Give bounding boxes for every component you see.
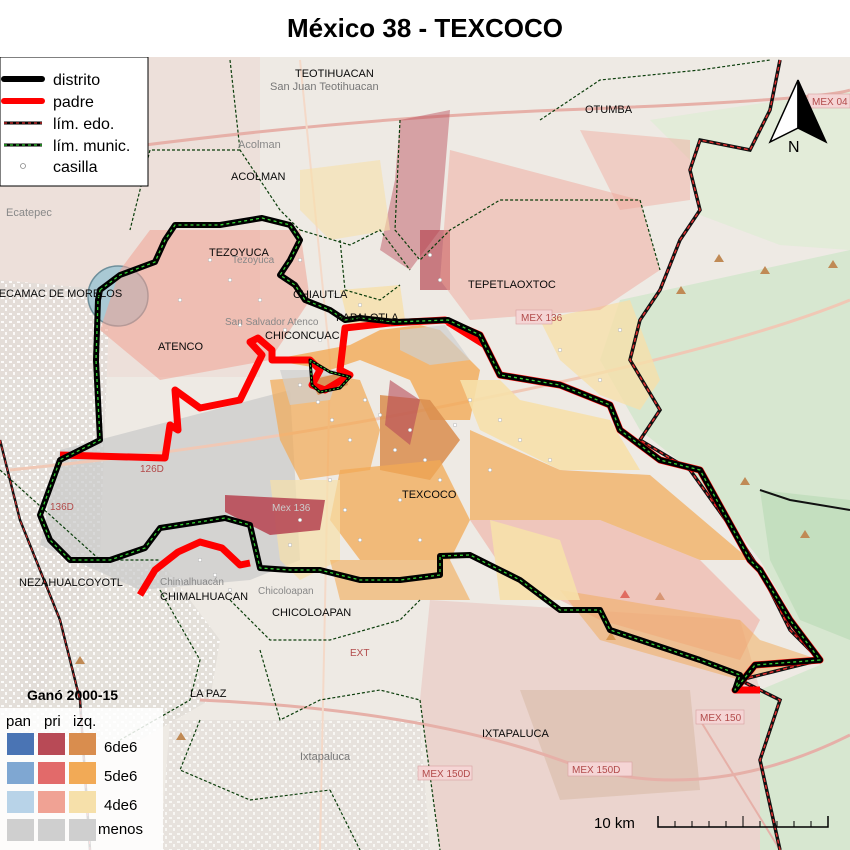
column-label: izq. — [73, 713, 96, 730]
municipality-label: TEZOYUCA — [209, 247, 270, 259]
locality-label: Chicoloapan — [258, 586, 314, 597]
row-label: 4de6 — [104, 797, 137, 814]
locality-label: Ixtapaluca — [300, 751, 351, 763]
legend-label: distrito — [53, 72, 100, 89]
color-swatch — [7, 762, 34, 784]
section-6de6-pri — [225, 495, 325, 535]
municipality-label: TECAMAC DE MORELOS — [0, 288, 122, 300]
road-label: 126D — [140, 464, 164, 475]
locality-label: San Juan Teotihuacan — [270, 81, 379, 93]
road-label: MEX 136 — [521, 313, 563, 324]
road-label: MEX 150 — [700, 713, 742, 724]
map-title: México 38 - TEXCOCO — [287, 12, 563, 43]
color-swatch — [38, 762, 65, 784]
scale-bar: 10 km — [594, 815, 829, 832]
legend-label: padre — [53, 94, 94, 111]
section-4de6-izq — [490, 520, 580, 600]
color-swatch — [69, 819, 96, 841]
municipality-label: ACOLMAN — [231, 171, 285, 183]
locality-label: San Salvador Atenco — [225, 317, 319, 328]
municipality-label: TEXCOCO — [402, 489, 457, 501]
north-arrow: N — [768, 79, 828, 156]
section-menos — [400, 325, 470, 365]
column-label: pri — [44, 713, 61, 730]
district-map[interactable]: MEX 136 MEX 04 MEX 150 MEX 150D MEX 150D… — [0, 57, 850, 850]
municipal-limits — [0, 59, 771, 850]
municipality-label: TEOTIHUACAN — [295, 68, 374, 80]
scale-label: 10 km — [594, 815, 635, 832]
color-swatch — [7, 791, 34, 813]
color-swatch — [69, 733, 96, 755]
color-swatch — [69, 791, 96, 813]
legend-label: lím. edo. — [53, 116, 114, 133]
row-label: menos — [98, 821, 143, 838]
row-label: 6de6 — [104, 739, 137, 756]
color-swatch — [38, 791, 65, 813]
municipality-label: LA PAZ — [190, 688, 227, 700]
column-label: pan — [6, 713, 31, 730]
municipality-label: ATENCO — [158, 341, 203, 353]
section-4de6-pri — [100, 230, 310, 380]
locality-label: Chimalhuacán — [160, 577, 224, 588]
color-key-title: Ganó 2000-15 — [27, 687, 118, 703]
locality-label: Tezoyuca — [232, 255, 275, 266]
row-label: 5de6 — [104, 768, 137, 785]
color-key: Ganó 2000-15 pan pri izq. 6de6 5de6 4de6… — [0, 687, 163, 850]
section-4de6-pri — [440, 150, 660, 320]
municipality-label: PAPALOTLA — [336, 312, 399, 324]
section-5de6-izq — [330, 460, 470, 560]
section-4de6-izq — [460, 380, 640, 470]
section-5de6-izq — [560, 590, 820, 680]
municipality-label: CHICOLOAPAN — [272, 607, 351, 619]
locality-label: Ecatepec — [6, 207, 52, 219]
locality-label: Acolman — [238, 139, 281, 151]
section-5de6-izq — [470, 430, 750, 560]
sections — [100, 110, 820, 680]
road-label: MEX 150D — [572, 765, 620, 776]
section-6de6-pri — [420, 230, 450, 290]
color-swatch — [38, 733, 65, 755]
road-label: 136D — [50, 502, 74, 513]
color-swatch — [69, 762, 96, 784]
municipality-label: IXTAPALUCA — [482, 728, 549, 740]
polling-stations — [177, 252, 623, 593]
municipality-label: OTUMBA — [585, 104, 633, 116]
color-swatch — [7, 733, 34, 755]
north-label: N — [788, 139, 800, 156]
municipality-label: CHICONCUAC — [265, 330, 340, 342]
municipality-label: CHIMALHUACAN — [160, 591, 248, 603]
legend-label: lím. munic. — [53, 138, 130, 155]
municipality-label: TEPETLAOXTOC — [468, 279, 556, 291]
road-label: MEX 150D — [422, 769, 470, 780]
color-swatch — [7, 819, 34, 841]
section-4de6-izq — [540, 300, 660, 410]
legend-label: casilla — [53, 159, 98, 176]
locality-label: Mex 136 — [272, 503, 311, 514]
section-4de6-izq — [300, 160, 390, 240]
road-label: MEX 04 — [812, 97, 848, 108]
road-label: EXT — [350, 648, 369, 659]
line-legend: distrito padre lím. edo. lím. munic. cas… — [0, 57, 149, 187]
municipality-label: NEZAHUALCOYOTL — [19, 577, 123, 589]
section-4de6-pri — [580, 130, 690, 210]
municipality-label: CHIAUTLA — [293, 289, 348, 301]
district-boundary — [37, 215, 823, 693]
municipality-labels: TEOTIHUACAN OTUMBA ACOLMAN TEZOYUCA CHIA… — [0, 68, 633, 740]
color-swatch — [38, 819, 65, 841]
